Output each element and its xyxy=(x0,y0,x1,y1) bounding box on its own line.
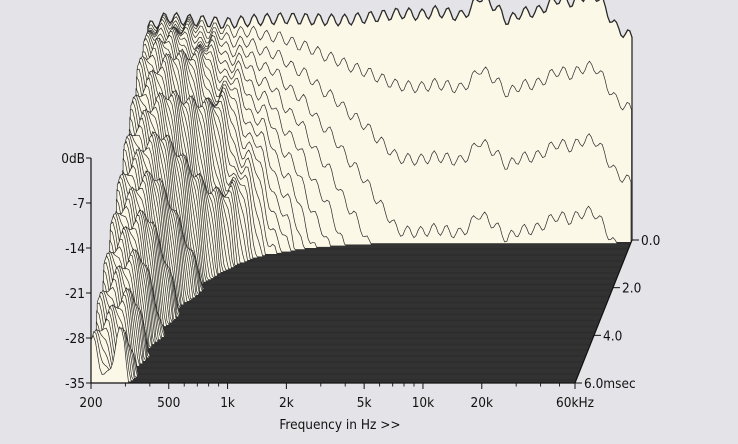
decay-slice xyxy=(95,300,581,371)
x-tick-label: 1k xyxy=(220,395,235,411)
y-tick-label: 0dB xyxy=(61,151,85,167)
decay-slice xyxy=(97,288,583,366)
decay-slices xyxy=(90,0,633,384)
time-axis-ticks: 0.0 2.0 4.0 6.0msec xyxy=(575,233,660,392)
y-tick-label: -7 xyxy=(73,196,85,212)
y-axis-ticks: 0dB -7 -14 -21 -28 -35 xyxy=(61,151,91,392)
decay-slice xyxy=(91,328,576,381)
x-tick-label: 5k xyxy=(357,395,372,411)
decay-slice xyxy=(101,265,586,357)
decay-slice xyxy=(101,265,586,356)
y-tick-label: -28 xyxy=(65,331,85,347)
decay-slice xyxy=(93,311,578,377)
decay-slice xyxy=(100,266,586,359)
decay-slice xyxy=(103,249,588,351)
decay-slice xyxy=(92,327,577,379)
decay-slice xyxy=(105,246,591,345)
time-axis-line xyxy=(574,239,633,384)
decay-slice xyxy=(112,212,597,330)
decay-slice xyxy=(103,254,588,353)
y-tick-label: -35 xyxy=(65,376,85,392)
decay-slice xyxy=(93,318,578,378)
decay-slice xyxy=(105,252,590,347)
y-tick-label: -14 xyxy=(65,241,85,257)
decay-slice xyxy=(92,329,577,380)
decay-slice xyxy=(91,327,576,383)
time-tick-label: 0.0 xyxy=(641,233,660,249)
decay-slice xyxy=(104,248,589,350)
decay-slice xyxy=(98,290,584,363)
decay-slice xyxy=(94,303,580,373)
time-tick-label: 6.0msec xyxy=(584,376,636,392)
decay-slice xyxy=(112,205,597,329)
decay-slice xyxy=(99,278,585,361)
decay-slice xyxy=(102,259,587,354)
decay-slice xyxy=(99,286,584,362)
decay-slice xyxy=(105,250,590,348)
decay-slice xyxy=(107,227,592,342)
axes xyxy=(90,158,633,384)
decay-slice xyxy=(97,287,582,367)
x-tick-label: 20k xyxy=(471,395,494,411)
x-axis-title: Frequency in Hz >> xyxy=(279,417,400,433)
decay-slice xyxy=(100,270,585,360)
decay-slice xyxy=(111,210,597,331)
x-tick-label: 200 xyxy=(79,395,102,411)
time-tick-label: 4.0 xyxy=(603,328,622,344)
y-tick-label: -21 xyxy=(65,286,85,302)
time-tick-label: 2.0 xyxy=(622,281,641,297)
decay-slice xyxy=(109,215,595,336)
decay-slice xyxy=(111,210,596,332)
decay-slice xyxy=(106,238,591,344)
decay-slice xyxy=(95,306,580,372)
x-tick-label: 10k xyxy=(412,395,435,411)
decay-slice xyxy=(102,267,587,355)
x-tick-label: 60kHz xyxy=(556,395,594,411)
x-tick-label: 500 xyxy=(157,395,180,411)
decay-slice xyxy=(106,230,592,343)
x-axis-ticks: 200 500 1k 2k 5k 10k 20k 60kHz xyxy=(79,383,594,411)
decay-slice xyxy=(142,30,628,253)
decay-slice xyxy=(94,305,579,375)
decay-slice xyxy=(96,294,581,369)
decay-slice xyxy=(110,209,595,335)
decay-slice xyxy=(94,304,579,374)
decay-slice xyxy=(98,289,583,365)
x-tick-label: 2k xyxy=(279,395,294,411)
decay-slice xyxy=(104,249,589,349)
decay-slice xyxy=(96,288,582,368)
decay-slice xyxy=(110,209,596,333)
